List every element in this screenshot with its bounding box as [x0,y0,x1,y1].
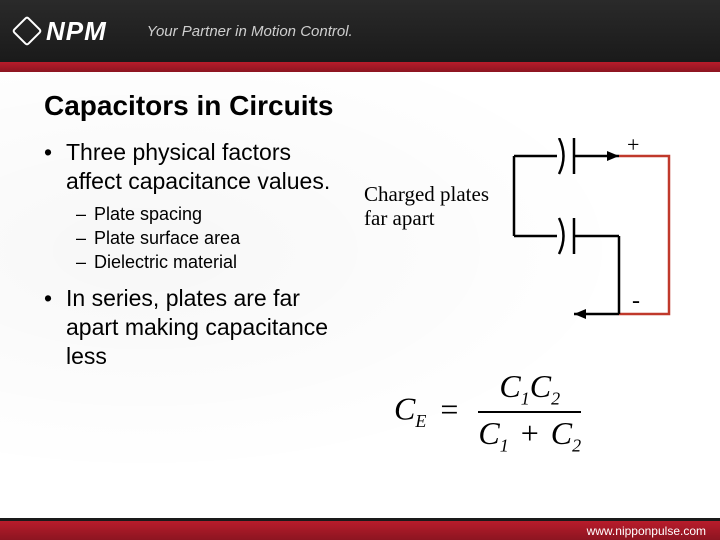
page-title: Capacitors in Circuits [44,90,690,122]
plus-label: + [627,132,639,157]
bullet-column: Three physical factors affect capacitanc… [44,138,344,377]
diagram-caption: Charged plates far apart [364,182,489,230]
sub-bullet: Plate spacing [76,202,344,226]
tagline: Your Partner in Motion Control. [147,23,353,40]
den-C1: C [478,415,499,451]
series-capacitance-formula: CE = C1C2 C1 + C2 [394,368,581,457]
logo: NPM [16,16,107,47]
footer-url: www.nipponpulse.com [587,524,706,538]
num-C2: C [530,368,551,404]
bullet-1-text: Three physical factors affect capacitanc… [66,139,330,194]
diagram-column: + - Charged plates far apart CE = C1C2 C… [364,138,690,377]
lhs-sub: E [415,411,426,431]
lhs-C: C [394,391,415,427]
slide-content: Capacitors in Circuits Three physical fa… [0,72,720,377]
den-C2: C [551,415,572,451]
bullet-2: In series, plates are far apart making c… [44,284,344,370]
equals: = [440,391,458,427]
minus-label: - [632,288,640,316]
sub-bullet: Plate surface area [76,226,344,250]
bullet-1: Three physical factors affect capacitanc… [44,138,344,274]
logo-text: NPM [46,16,107,47]
num-C1: C [499,368,520,404]
slide-header: NPM Your Partner in Motion Control. [0,0,720,62]
capacitor-series-diagram [364,138,684,348]
caption-line2: far apart [364,206,435,230]
bullet-2-text: In series, plates are far apart making c… [66,285,328,369]
sub-bullet: Dielectric material [76,250,344,274]
slide-footer: www.nipponpulse.com [0,518,720,540]
caption-line1: Charged plates [364,182,489,206]
logo-diamond-icon [11,15,42,46]
den-plus: + [521,415,539,451]
